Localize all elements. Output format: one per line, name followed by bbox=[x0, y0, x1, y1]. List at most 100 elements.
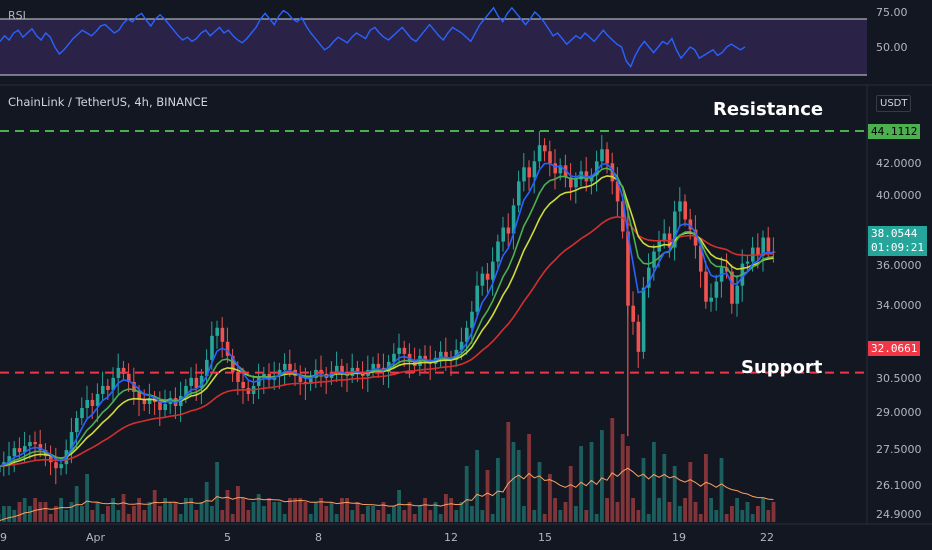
candle-body bbox=[548, 151, 552, 164]
candle-body bbox=[225, 341, 230, 356]
volume-bar bbox=[168, 502, 173, 522]
volume-bar bbox=[230, 514, 235, 522]
candle-body bbox=[714, 281, 719, 298]
candle-body bbox=[465, 327, 469, 342]
volume-bar bbox=[158, 506, 162, 522]
volume-bar bbox=[210, 506, 214, 522]
volume-bar bbox=[340, 498, 344, 522]
rsi-tick-50: 50.00 bbox=[876, 41, 908, 54]
volume-bar bbox=[376, 510, 381, 522]
volume-bar bbox=[464, 466, 469, 522]
volume-bar bbox=[610, 418, 615, 522]
volume-bar bbox=[516, 450, 521, 522]
volume-bar bbox=[532, 510, 537, 522]
time-axis[interactable]: 9 Apr 5 8 12 15 19 22 bbox=[0, 531, 774, 544]
candle-body bbox=[241, 381, 245, 388]
price-tick-label: 29.0000 bbox=[876, 406, 922, 419]
volume-bar bbox=[402, 510, 407, 522]
currency-badge[interactable]: USDT bbox=[876, 95, 912, 112]
volume-bar bbox=[646, 514, 651, 522]
candle-body bbox=[231, 355, 235, 372]
candle-body bbox=[184, 385, 188, 396]
candle-body bbox=[745, 261, 750, 264]
volume-bar bbox=[100, 514, 105, 522]
price-axis[interactable]: 42.0000 40.0000 36.0000 34.0000 30.5000 29.00… bbox=[876, 157, 922, 521]
volume-bar bbox=[163, 498, 167, 522]
candle-body bbox=[709, 297, 713, 302]
candle-body bbox=[522, 167, 526, 182]
candle-body bbox=[85, 399, 89, 409]
volume-bar bbox=[298, 498, 303, 522]
volume-bar bbox=[225, 490, 230, 522]
volume-bar bbox=[54, 506, 58, 522]
rsi-line bbox=[0, 6, 746, 68]
volume-bar bbox=[69, 502, 74, 522]
volume-bar bbox=[22, 498, 27, 522]
resistance-price-tag: 44.1112 bbox=[868, 124, 921, 139]
volume-bar bbox=[626, 446, 630, 522]
candle-body bbox=[288, 363, 292, 370]
candle-body bbox=[194, 377, 199, 388]
candle-body bbox=[95, 393, 100, 407]
candle-body bbox=[766, 237, 771, 252]
candle-body bbox=[38, 444, 43, 451]
volume-bar bbox=[48, 514, 53, 522]
candle-body bbox=[101, 385, 105, 394]
volume-bars bbox=[0, 418, 776, 522]
volume-bar bbox=[215, 462, 219, 522]
volume-bar bbox=[277, 502, 282, 522]
candle-body bbox=[595, 161, 599, 176]
rsi-label: RSI bbox=[8, 9, 26, 22]
price-tick-label: 26.1000 bbox=[876, 479, 922, 492]
candle-body bbox=[7, 456, 11, 463]
volume-bar bbox=[85, 474, 89, 522]
volume-bar bbox=[444, 494, 448, 522]
candle-body bbox=[730, 271, 734, 304]
candle-body bbox=[147, 397, 152, 404]
volume-bar bbox=[766, 510, 771, 522]
volume-bar bbox=[7, 506, 11, 522]
volume-bar bbox=[683, 498, 687, 522]
volume-bar bbox=[178, 514, 183, 522]
volume-bar bbox=[95, 502, 100, 522]
candlesticks bbox=[0, 131, 776, 485]
volume-bar bbox=[574, 506, 578, 522]
volume-bar bbox=[199, 502, 204, 522]
volume-bar bbox=[126, 514, 131, 522]
candle-body bbox=[236, 371, 240, 382]
candle-body bbox=[127, 373, 131, 382]
volume-bar bbox=[730, 506, 734, 522]
volume-bar bbox=[272, 502, 277, 522]
candle-body bbox=[475, 285, 479, 312]
volume-bar bbox=[329, 502, 334, 522]
candle-body bbox=[511, 205, 516, 234]
volume-bar bbox=[381, 502, 386, 522]
candle-body bbox=[693, 229, 698, 246]
volume-bar bbox=[28, 506, 32, 522]
volume-bar bbox=[366, 506, 370, 522]
volume-bar bbox=[724, 514, 729, 522]
candle-body bbox=[246, 387, 251, 394]
candle-body bbox=[517, 181, 521, 206]
volume-bar bbox=[324, 506, 329, 522]
volume-bar bbox=[548, 474, 552, 522]
volume-bar bbox=[397, 490, 401, 522]
volume-bar bbox=[423, 498, 427, 522]
resistance-annotation: Resistance bbox=[713, 99, 824, 120]
candle-body bbox=[610, 163, 615, 182]
candle-body bbox=[397, 347, 401, 354]
volume-bar bbox=[106, 506, 110, 522]
volume-bar bbox=[496, 458, 500, 522]
symbol-title: ChainLink / TetherUS, 4h, BINANCE bbox=[8, 95, 208, 109]
candle-body bbox=[688, 219, 693, 230]
candle-body bbox=[496, 241, 500, 262]
price-tick-label: 30.5000 bbox=[876, 372, 922, 385]
price-tick-label: 27.5000 bbox=[876, 443, 922, 456]
volume-bar bbox=[480, 510, 485, 522]
volume-bar bbox=[667, 502, 672, 522]
volume-bar bbox=[740, 510, 745, 522]
candle-body bbox=[199, 375, 204, 388]
volume-bar bbox=[605, 498, 609, 522]
candle-body bbox=[673, 211, 677, 248]
